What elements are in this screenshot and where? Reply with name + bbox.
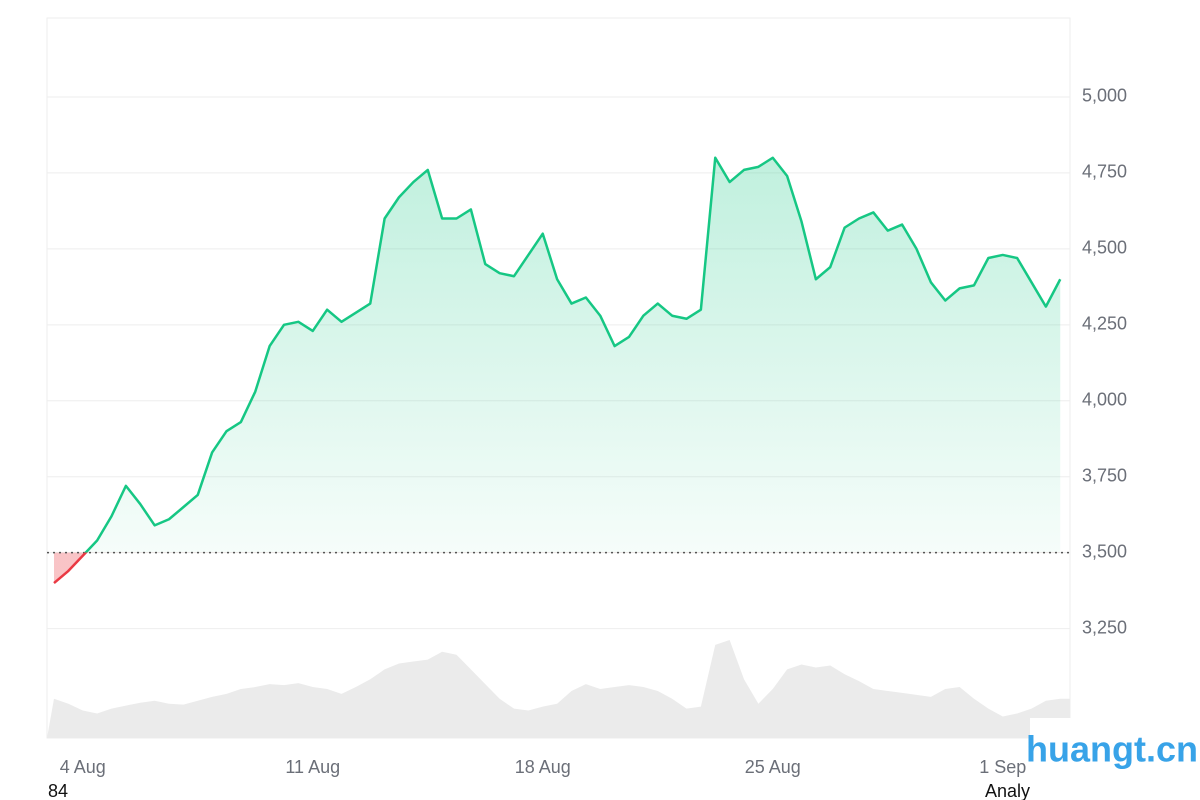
x-tick-label: 4 Aug	[60, 757, 106, 777]
x-tick-label: 11 Aug	[285, 757, 340, 777]
x-tick-label: 25 Aug	[745, 757, 801, 777]
volume-area	[47, 640, 1070, 738]
y-tick-label: 3,500	[1082, 541, 1127, 561]
price-line	[53, 156, 1062, 585]
y-tick-label: 5,000	[1082, 86, 1127, 106]
area	[54, 157, 1061, 584]
x-tick-label: 18 Aug	[515, 757, 571, 777]
y-tick-label: 4,250	[1082, 314, 1127, 334]
x-tick-label: 1 Sep	[979, 757, 1026, 777]
y-tick-label: 4,750	[1082, 162, 1127, 182]
y-tick-label: 3,250	[1082, 617, 1127, 637]
watermark-box	[1030, 718, 1200, 800]
y-tick-label: 4,500	[1082, 238, 1127, 258]
watermark: huangt.cn	[1026, 729, 1198, 770]
footer-left: 84	[48, 781, 68, 800]
y-tick-label: 4,000	[1082, 390, 1127, 410]
y-tick-label: 3,750	[1082, 465, 1127, 485]
